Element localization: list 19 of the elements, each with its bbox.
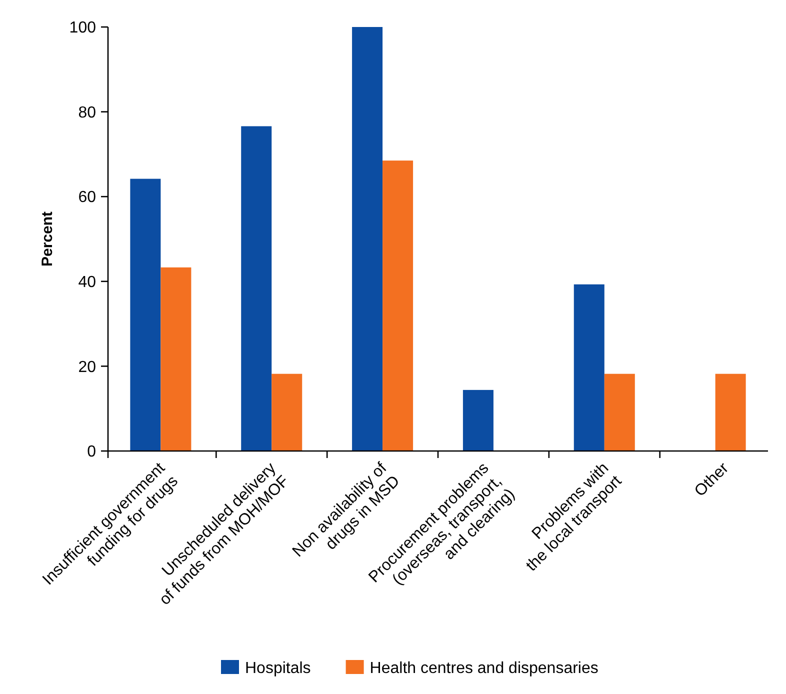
- y-tick-label: 60: [78, 189, 96, 206]
- bar: [352, 27, 383, 451]
- bar: [272, 374, 302, 451]
- y-tick-label: 40: [78, 274, 96, 291]
- bar: [382, 160, 414, 451]
- y-tick-label: 80: [78, 104, 96, 122]
- bar: [574, 284, 604, 451]
- bar: [241, 126, 272, 451]
- y-axis-title: Percent: [39, 211, 56, 267]
- bar: [462, 390, 494, 451]
- bar: [604, 374, 635, 451]
- y-tick-label: 0: [87, 444, 96, 461]
- bar: [160, 267, 192, 451]
- bar: [130, 178, 161, 451]
- legend-label: Hospitals: [245, 660, 311, 677]
- bar: [715, 374, 746, 451]
- legend-label: Health centres and dispensaries: [370, 660, 598, 677]
- y-tick-label: 20: [78, 358, 96, 376]
- y-tick-label: 100: [69, 20, 96, 37]
